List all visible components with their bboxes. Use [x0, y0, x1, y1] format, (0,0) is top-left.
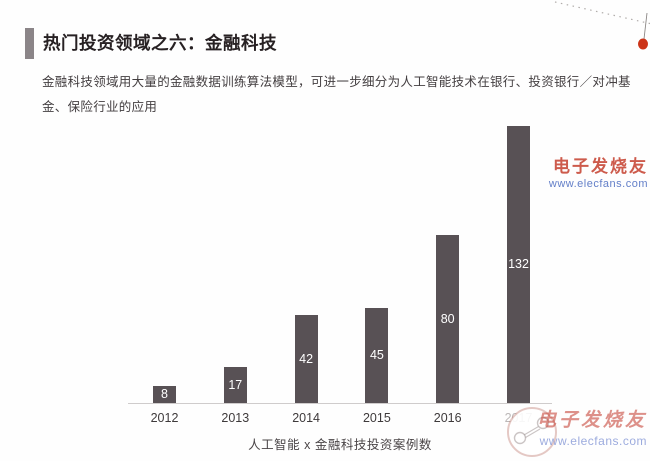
watermark-brand: 电子发烧友 [536, 410, 647, 431]
page-title: 热门投资领域之六：金融科技 [43, 33, 277, 53]
bar-2012: 8 [153, 386, 176, 403]
x-tick-label-2014: 2014 [292, 411, 320, 425]
x-tick-label-2015: 2015 [362, 411, 391, 425]
watermark-url: www.elecfans.com [548, 178, 648, 190]
watermark-brand: 电子发烧友 [553, 157, 648, 176]
bar-2013: 17 [223, 367, 247, 403]
bar-value-label: 42 [299, 351, 314, 366]
chart-caption: 人工智能 x 金融科技投资案例数 [248, 438, 432, 452]
x-tick-label-2013: 2013 [221, 411, 250, 425]
bar-2016: 80 [436, 235, 460, 403]
watermark-bottom-right: 电子发烧友 www.elecfans.com [537, 411, 647, 447]
watermark-mid-right: 电子发烧友 www.elecfans.com [549, 158, 648, 190]
bar-2015: 45 [365, 308, 389, 403]
bar-value-label: 80 [440, 311, 455, 326]
bar-2014: 42 [294, 315, 318, 403]
bar-value-label: 45 [369, 348, 384, 363]
bar-value-label: 132 [508, 257, 529, 272]
watermark-stamp-link-icon [507, 407, 557, 457]
x-tick-label-2016: 2016 [433, 411, 462, 425]
bar-2017: 132 [507, 126, 530, 403]
bar-value-label: 8 [161, 387, 168, 402]
red-dot-icon [638, 38, 648, 50]
bar-value-label: 17 [228, 377, 243, 392]
corner-decoration [554, 1, 650, 50]
x-axis-line [128, 403, 552, 404]
title-accent-bar [25, 28, 34, 59]
watermark-url: www.elecfans.com [539, 434, 647, 448]
slide-subtitle: 金融科技领域用大量的金融数据训练算法模型，可进一步细分为人工智能技术在银行、投资… [42, 75, 631, 114]
x-tick-label-2012: 2012 [150, 411, 179, 425]
connector-line [643, 12, 648, 40]
